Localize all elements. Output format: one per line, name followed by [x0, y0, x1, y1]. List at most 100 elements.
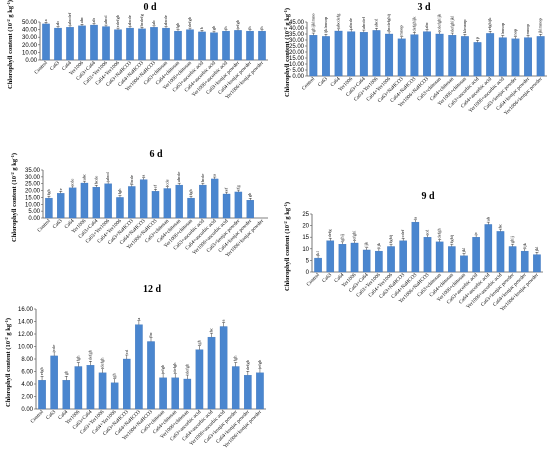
bar: [375, 250, 383, 273]
bar: [42, 23, 50, 61]
chart-title: 12 d: [143, 284, 162, 295]
significance-label: efgh: [160, 364, 165, 373]
bar: [256, 372, 264, 410]
significance-label: abc: [81, 174, 86, 180]
bar: [174, 30, 182, 61]
significance-label: kl: [315, 251, 320, 255]
significance-label: e: [58, 188, 63, 190]
bar: [138, 28, 146, 61]
bar: [211, 178, 219, 219]
significance-label: abcde: [163, 15, 168, 26]
bar: [78, 25, 86, 61]
significance-label: cde: [70, 179, 75, 185]
significance-label: ab: [485, 216, 490, 221]
significance-label: ijklmnop: [323, 16, 328, 33]
significance-label: jkl: [534, 246, 539, 253]
bar: [498, 37, 507, 77]
significance-label: h: [247, 26, 252, 29]
y-tick-label: 16.00: [18, 307, 34, 313]
bar: [533, 254, 541, 273]
significance-label: bcdefg: [139, 13, 144, 26]
significance-label: abcde: [348, 18, 353, 29]
bar: [45, 197, 53, 219]
bar: [511, 38, 520, 77]
bar: [423, 31, 431, 77]
chart-title: 0 d: [143, 2, 157, 13]
y-tick-label: 10.00: [22, 50, 38, 56]
y-tick-label: 15.00: [289, 56, 305, 62]
significance-label: abcdef: [361, 17, 366, 29]
significance-label: fgh: [175, 22, 180, 29]
significance-label: defgh: [87, 349, 92, 360]
x-tick-label: Ca63: [317, 76, 329, 88]
bar: [116, 197, 124, 219]
significance-label: h: [199, 26, 204, 29]
bar: [135, 324, 143, 410]
bar: [54, 27, 62, 61]
significance-label: ab: [55, 21, 60, 26]
y-tick-label: 30.00: [22, 35, 38, 41]
y-tick-label: 25: [302, 212, 309, 218]
y-tick-label: 5.00: [292, 68, 304, 74]
significance-label: efghi: [352, 230, 357, 240]
y-tick-label: 12.00: [18, 332, 34, 338]
significance-label: efgh: [257, 359, 262, 368]
significance-label: klmnop: [462, 19, 467, 34]
bar: [66, 27, 74, 61]
significance-label: ef: [224, 187, 229, 191]
bar: [460, 36, 469, 77]
significance-label: abc: [424, 22, 429, 28]
y-axis-label: Chlorophyll content (10-2 g kg-1): [10, 153, 18, 242]
bar: [508, 246, 517, 273]
significance-label: ijk: [522, 242, 527, 248]
bar: [222, 193, 231, 219]
y-tick-label: 2.00: [21, 395, 33, 401]
bar: [385, 33, 394, 77]
chart-title: 6 d: [149, 149, 163, 160]
significance-label: gh: [247, 192, 252, 197]
bar: [309, 35, 318, 77]
y-tick-label: 14.00: [18, 320, 34, 326]
y-tick-label: 0: [306, 270, 310, 276]
y-tick-label: 0.00: [25, 58, 37, 64]
bar: [163, 188, 172, 219]
significance-label: bcde: [129, 175, 134, 184]
significance-label: abc: [79, 17, 84, 23]
bar: [151, 191, 160, 219]
significance-label: ab: [151, 20, 156, 25]
bar: [68, 187, 77, 219]
significance-label: c: [473, 232, 478, 234]
bar: [126, 27, 134, 61]
significance-label: p: [475, 36, 480, 39]
significance-label: abcd: [103, 15, 108, 24]
y-tick-label: 40.00: [289, 26, 305, 32]
bar: [397, 38, 406, 77]
bar: [147, 341, 155, 410]
y-tick-label: 15: [302, 235, 309, 241]
bar: [86, 365, 95, 410]
significance-label: ab: [91, 18, 96, 23]
bar: [186, 29, 194, 61]
chart-panel-3: 9 d 0 5 10 15 20 25 Chlorophyll content (10-2 g…: [283, 191, 543, 313]
bar: [326, 240, 335, 273]
y-tick-label: 30.00: [289, 38, 305, 44]
significance-label: ijk: [376, 242, 381, 248]
bar: [171, 377, 179, 410]
y-tick-label: 15.00: [25, 195, 41, 201]
y-tick-label: 20.00: [22, 43, 38, 49]
significance-label: defg: [327, 229, 332, 238]
significance-label: abcdef: [67, 12, 72, 24]
bar: [496, 231, 505, 273]
bar: [74, 366, 83, 410]
significance-label: fg: [235, 185, 240, 189]
significance-label: cd: [425, 229, 430, 234]
bar: [435, 33, 444, 77]
significance-label: nop: [512, 28, 517, 36]
bar: [399, 240, 407, 273]
significance-label: efghijk: [487, 17, 492, 30]
bar: [114, 29, 122, 61]
significance-label: jklmnop: [538, 17, 543, 34]
significance-label: abcdefg: [336, 13, 341, 28]
bar: [246, 30, 254, 61]
